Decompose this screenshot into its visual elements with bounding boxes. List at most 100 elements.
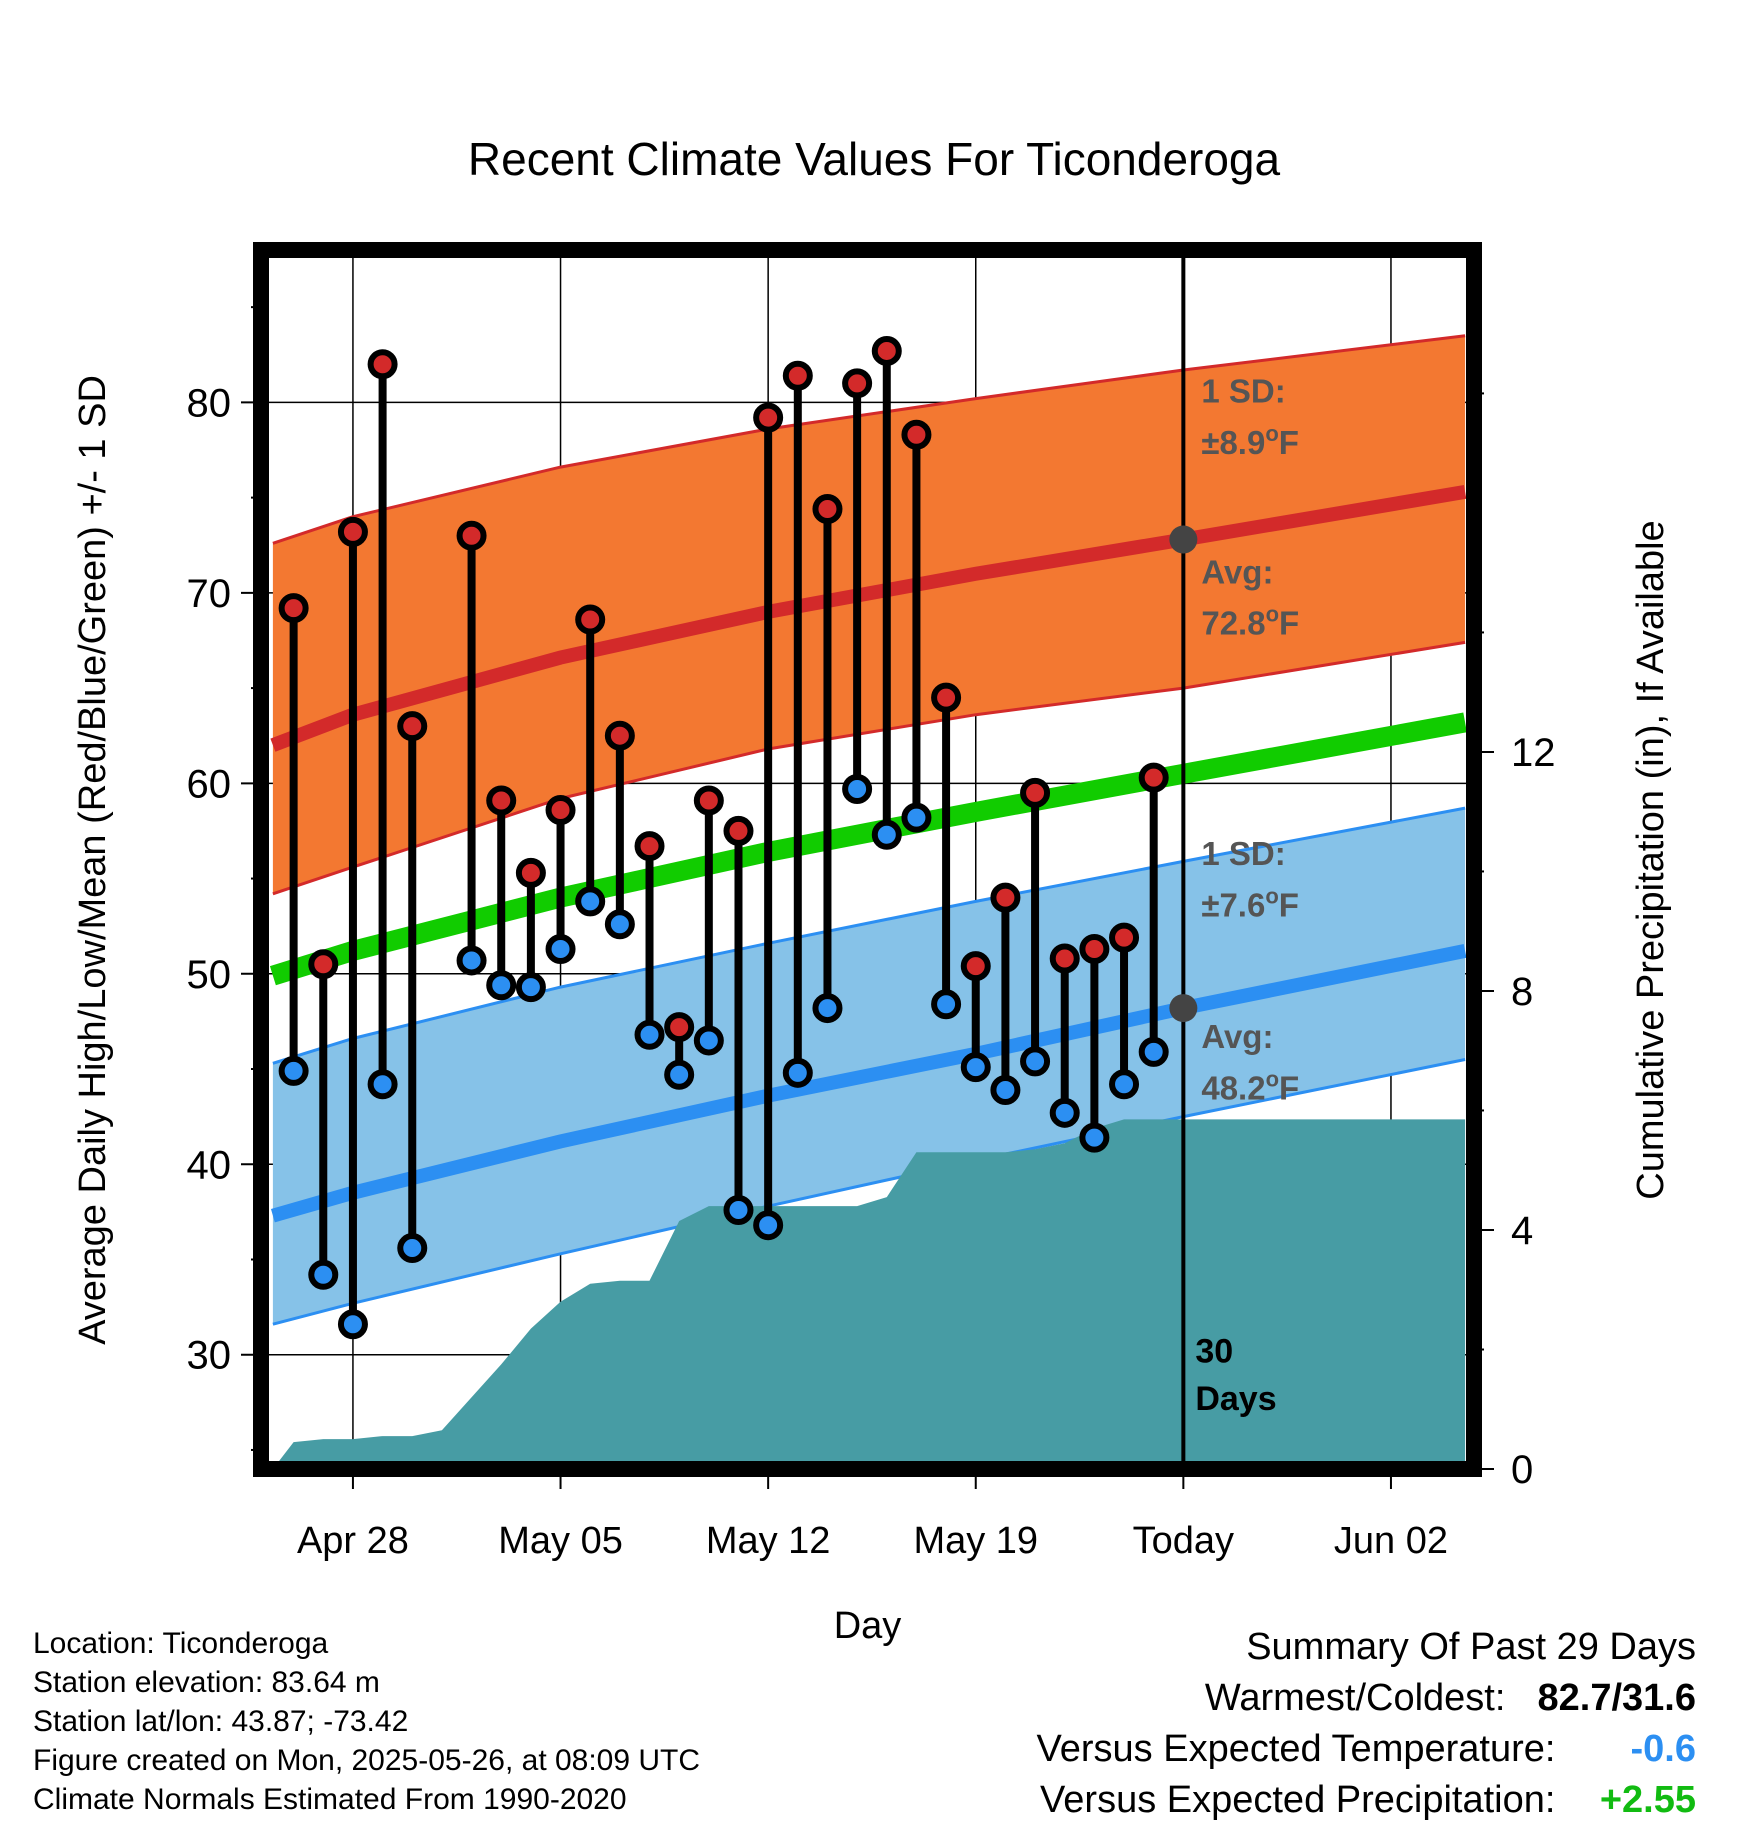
- daily-low-point: [1020, 1046, 1051, 1077]
- today-days-number: 30: [1195, 1332, 1233, 1370]
- y-tick-label: 70: [187, 572, 232, 616]
- y-tick-label: 60: [187, 762, 232, 806]
- daily-high-point: [604, 720, 635, 751]
- daily-high-point: [664, 1012, 695, 1043]
- daily-high-point: [901, 419, 932, 450]
- created-text: Figure created on Mon, 2025-05-26, at 08…: [33, 1744, 701, 1777]
- y2-tick-label: 4: [1511, 1209, 1533, 1253]
- high-sd-label: 1 SD:: [1201, 372, 1285, 409]
- daily-low-point: [1138, 1036, 1169, 1067]
- daily-high-point: [486, 785, 517, 816]
- y-tick-label: 40: [187, 1143, 232, 1187]
- daily-high-point: [515, 857, 546, 888]
- high-avg-today-marker: [1169, 525, 1198, 554]
- daily-high-point: [693, 785, 724, 816]
- daily-low-point: [931, 989, 962, 1020]
- warm-cold-value: 82.7/31.6: [1537, 1677, 1696, 1719]
- daily-low-point: [753, 1210, 784, 1241]
- daily-high-point: [990, 882, 1021, 913]
- precip-anomaly-value: +2.55: [1599, 1779, 1696, 1821]
- daily-high-point: [871, 335, 902, 366]
- y-tick-label: 50: [187, 953, 232, 997]
- daily-low-point: [604, 909, 635, 940]
- daily-low-point: [1079, 1122, 1110, 1153]
- daily-high-point: [812, 494, 843, 525]
- precip-anomaly-label: Versus Expected Precipitation:: [1040, 1779, 1556, 1821]
- daily-high-point: [456, 520, 487, 551]
- high-sd-value: ±8.9oF: [1201, 421, 1299, 461]
- daily-low-point: [782, 1057, 813, 1088]
- daily-low-point: [1049, 1097, 1080, 1128]
- plot-frame: [253, 242, 1482, 1477]
- daily-high-point: [723, 815, 754, 846]
- x-tick-label: May 05: [498, 1520, 623, 1562]
- y2-axis-label: Cumulative Precipitation (in), If Availa…: [1630, 520, 1672, 1199]
- temp-anomaly-label: Versus Expected Temperature:: [1036, 1728, 1556, 1770]
- daily-high-point: [308, 949, 339, 980]
- daily-low-point: [723, 1194, 754, 1225]
- y2-tick-label: 12: [1511, 731, 1556, 775]
- today-days-label: Days: [1195, 1380, 1276, 1418]
- x-tick-label: Apr 28: [297, 1520, 409, 1562]
- precip-area: [272, 1119, 1466, 1469]
- daily-low-point: [397, 1233, 428, 1264]
- x-tick-label: May 19: [913, 1520, 1038, 1562]
- low-sd-value: ±7.6oF: [1201, 884, 1299, 924]
- precip-anomaly-row: Versus Expected Precipitation: +2.55: [796, 1775, 1696, 1826]
- latlon-text: Station lat/lon: 43.87; -73.42: [33, 1705, 409, 1738]
- daily-high-point: [842, 368, 873, 399]
- low-avg-label: Avg:: [1201, 1018, 1273, 1055]
- elevation-text: Station elevation: 83.64 m: [33, 1666, 380, 1699]
- x-tick-label: Jun 02: [1334, 1520, 1448, 1562]
- x-tick-label: May 12: [706, 1520, 831, 1562]
- daily-high-point: [753, 402, 784, 433]
- temp-anomaly-row: Versus Expected Temperature: -0.6: [796, 1724, 1696, 1775]
- daily-low-point: [812, 993, 843, 1024]
- daily-low-point: [337, 1309, 368, 1340]
- low-avg-today-marker: [1169, 994, 1198, 1023]
- daily-low-point: [545, 934, 576, 965]
- y2-tick-label: 0: [1511, 1448, 1533, 1492]
- daily-high-point: [634, 831, 665, 862]
- daily-high-point: [1020, 777, 1051, 808]
- y-axis-label: Average Daily High/Low/Mean (Red/Blue/Gr…: [72, 375, 114, 1345]
- x-axis-label: Day: [834, 1605, 902, 1647]
- daily-high-point: [1109, 922, 1140, 953]
- daily-low-point: [367, 1069, 398, 1100]
- high-avg-value: 72.8oF: [1201, 602, 1299, 642]
- temp-anomaly-value: -0.6: [1630, 1728, 1696, 1770]
- daily-low-point: [901, 802, 932, 833]
- daily-high-point: [1138, 762, 1169, 793]
- daily-low-point: [486, 970, 517, 1001]
- daily-low-point: [693, 1025, 724, 1056]
- daily-high-point: [397, 711, 428, 742]
- daily-low-point: [664, 1059, 695, 1090]
- daily-low-point: [456, 945, 487, 976]
- daily-high-point: [1079, 934, 1110, 965]
- summary-panel: Summary Of Past 29 Days Warmest/Coldest:…: [796, 1622, 1696, 1826]
- daily-low-point: [990, 1074, 1021, 1105]
- high-sd-band: [272, 335, 1466, 894]
- daily-low-point: [842, 774, 873, 805]
- daily-low-point: [308, 1259, 339, 1290]
- warm-cold-label: Warmest/Coldest:: [1204, 1677, 1506, 1719]
- y-tick-label: 80: [187, 381, 232, 425]
- summary-title: Summary Of Past 29 Days: [1246, 1626, 1696, 1668]
- y2-tick-label: 8: [1511, 970, 1533, 1014]
- daily-high-point: [1049, 943, 1080, 974]
- daily-high-point: [960, 951, 991, 982]
- y-tick-label: 30: [187, 1334, 232, 1378]
- x-tick-label: Today: [1133, 1520, 1234, 1562]
- daily-low-point: [575, 886, 606, 917]
- high-avg-label: Avg:: [1201, 553, 1273, 590]
- daily-high-point: [337, 516, 368, 547]
- daily-high-point: [278, 593, 309, 624]
- warm-cold-row: Warmest/Coldest: 82.7/31.6: [796, 1673, 1696, 1724]
- chart-title: Recent Climate Values For Ticonderoga: [468, 133, 1281, 185]
- normals-text: Climate Normals Estimated From 1990-2020: [33, 1783, 627, 1816]
- location-text: Location: Ticonderoga: [33, 1627, 329, 1660]
- daily-low-point: [960, 1052, 991, 1083]
- low-sd-band: [272, 808, 1466, 1325]
- daily-high-point: [545, 794, 576, 825]
